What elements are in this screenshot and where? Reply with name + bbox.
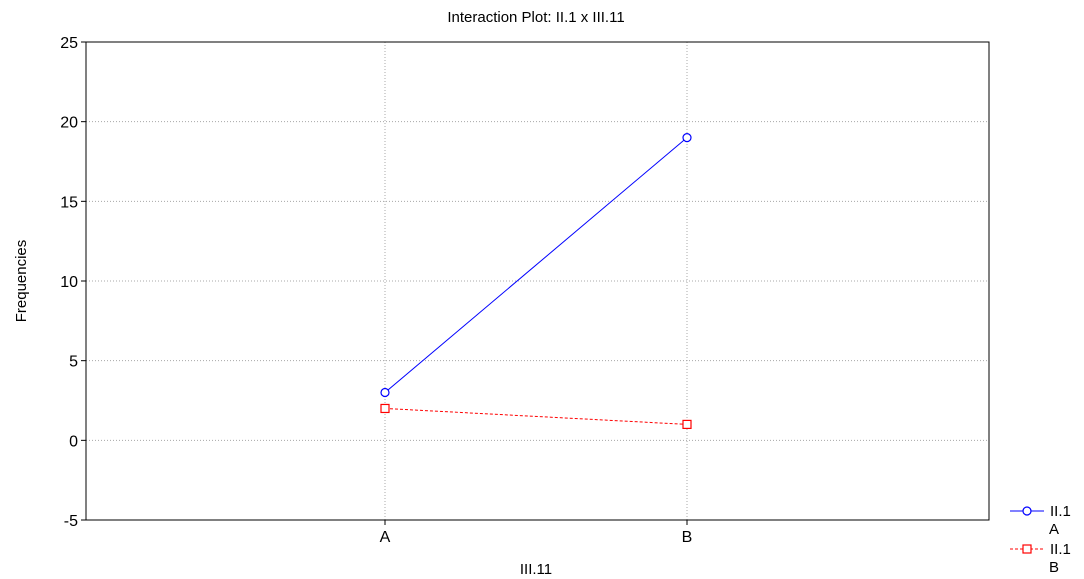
data-point-circle [380, 387, 390, 398]
legend-marker-square [1022, 544, 1032, 554]
x-axis-label: III.11 [520, 561, 552, 578]
legend-series-name: II.1 [1050, 503, 1071, 520]
plot-frame [85, 41, 990, 521]
legend-series-name: II.1 [1050, 541, 1071, 558]
data-point-square [380, 403, 390, 414]
series-line-2 [384, 407, 688, 425]
legend-series-sublabel: A [1049, 521, 1059, 538]
y-axis-label: Frequencies [13, 240, 30, 323]
series-lines [380, 133, 692, 429]
y-tick-label: -5 [64, 513, 78, 530]
y-tick-label: 20 [60, 115, 78, 132]
x-tick-label: A [380, 529, 391, 546]
grid-lines [86, 42, 989, 520]
y-axis-ticks: -5 0 5 10 15 20 25 [60, 35, 86, 530]
legend-series-sublabel: B [1049, 559, 1059, 576]
chart-title: Interaction Plot: II.1 x III.11 [447, 9, 624, 26]
y-tick-label: 10 [60, 274, 78, 291]
y-tick-label: 0 [69, 433, 78, 450]
y-tick-label: 15 [60, 194, 78, 211]
legend-marker-circle [1022, 506, 1032, 516]
series-line-1 [384, 137, 688, 393]
data-point-square [682, 419, 692, 429]
data-point-circle [682, 133, 692, 143]
y-tick-label: 25 [60, 35, 78, 52]
x-tick-label: B [682, 529, 693, 546]
y-tick-label: 5 [69, 354, 78, 371]
